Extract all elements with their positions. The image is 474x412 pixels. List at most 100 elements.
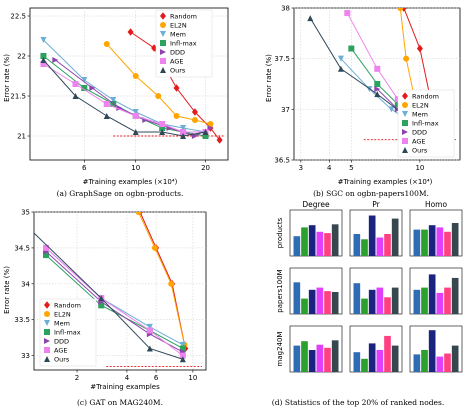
legend-marker: [44, 301, 50, 309]
legend-marker: [44, 338, 50, 344]
data-point-ours: [103, 113, 110, 119]
data-point-mem: [146, 323, 153, 330]
data-point-infl-max: [43, 252, 50, 259]
bar: [451, 223, 459, 256]
bar: [293, 282, 301, 314]
data-point-infl-max: [159, 125, 166, 131]
bar: [391, 218, 399, 256]
y-tick-label: 33: [21, 352, 30, 360]
bar: [293, 236, 301, 256]
bar: [451, 345, 459, 372]
bar: [421, 287, 428, 314]
bar: [324, 347, 331, 372]
series-line-random: [130, 31, 221, 141]
legend-label: DDD: [54, 338, 69, 346]
legend-marker: [44, 311, 50, 317]
data-point-infl-max: [374, 81, 381, 87]
bar: [308, 350, 316, 372]
bar: [376, 237, 384, 256]
data-point-el2n: [173, 113, 180, 119]
data-point-el2n: [155, 93, 162, 99]
caption-c: (c) GAT on MAG240M.: [77, 398, 163, 407]
ylabel-a: Error rate (%): [3, 54, 11, 102]
bar: [361, 298, 368, 314]
legend-label: DDD: [412, 129, 427, 137]
data-point-infl-max: [348, 45, 355, 52]
data-point-ours: [132, 129, 139, 135]
x-tick-label: 2: [75, 374, 79, 382]
xlabel-c: #Training examples: [90, 383, 160, 391]
legend-marker: [402, 111, 408, 117]
legend-marker: [402, 120, 408, 126]
y-tick-label: 34: [21, 280, 30, 288]
x-tick-label: 5: [349, 164, 353, 172]
data-point-ours: [307, 15, 314, 22]
legend-label: Random: [170, 13, 197, 21]
bar: [316, 287, 324, 314]
data-point-random: [191, 108, 198, 116]
bar: [331, 292, 339, 314]
bar: [361, 239, 368, 256]
data-point-el2n: [207, 121, 214, 127]
data-point-el2n: [403, 55, 410, 62]
bar: [444, 287, 451, 314]
bar: [368, 289, 376, 314]
legend-marker: [160, 40, 166, 46]
legend-label: Mem: [412, 111, 428, 119]
legend-label: AGE: [170, 58, 183, 66]
bar: [421, 229, 428, 256]
row-label: products: [276, 217, 284, 248]
legend-marker: [402, 147, 408, 153]
legend-marker: [160, 31, 166, 37]
bar: [301, 298, 308, 314]
bar: [428, 274, 436, 314]
legend-label: AGE: [54, 347, 67, 355]
data-point-random: [127, 28, 134, 36]
bar: [301, 227, 308, 256]
data-point-mem: [81, 77, 88, 83]
x-tick-label: 10: [188, 374, 197, 382]
y-tick-label: 22.5: [10, 13, 26, 21]
bar: [324, 291, 331, 314]
data-point-el2n: [397, 8, 404, 11]
y-tick-label: 34.5: [14, 244, 30, 252]
x-tick-label: 10: [131, 164, 140, 172]
bar: [324, 233, 331, 256]
bar: [444, 231, 451, 256]
data-point-age: [159, 121, 166, 127]
legend-label: Ours: [54, 356, 70, 364]
data-point-random: [151, 44, 158, 52]
legend-label: Random: [54, 302, 81, 310]
data-point-age: [179, 352, 186, 359]
data-point-mem: [110, 97, 117, 103]
bar: [413, 229, 421, 256]
legend-label: Mem: [54, 320, 70, 328]
legend-marker: [402, 129, 408, 135]
row-label: papers100M: [276, 269, 284, 312]
bar: [421, 350, 428, 372]
legend-marker: [402, 92, 408, 100]
data-point-mem: [40, 37, 47, 43]
bar: [413, 289, 421, 314]
legend-marker: [44, 320, 50, 326]
bar: [436, 356, 444, 372]
data-point-ours: [98, 295, 105, 302]
y-tick-label: 36.5: [274, 157, 290, 165]
legend-marker: [44, 356, 50, 362]
legend-label: EL2N: [412, 102, 429, 110]
legend-marker: [44, 347, 50, 353]
bar: [384, 297, 391, 314]
series-line-age: [45, 247, 184, 357]
data-point-el2n: [191, 117, 198, 123]
column-label: Pr: [372, 200, 380, 209]
data-point-age: [146, 327, 153, 334]
column-label: Homo: [425, 200, 448, 209]
data-point-el2n: [135, 212, 142, 215]
data-point-age: [103, 101, 110, 107]
data-point-ddd: [116, 105, 123, 111]
y-tick-label: 33.5: [14, 316, 30, 324]
